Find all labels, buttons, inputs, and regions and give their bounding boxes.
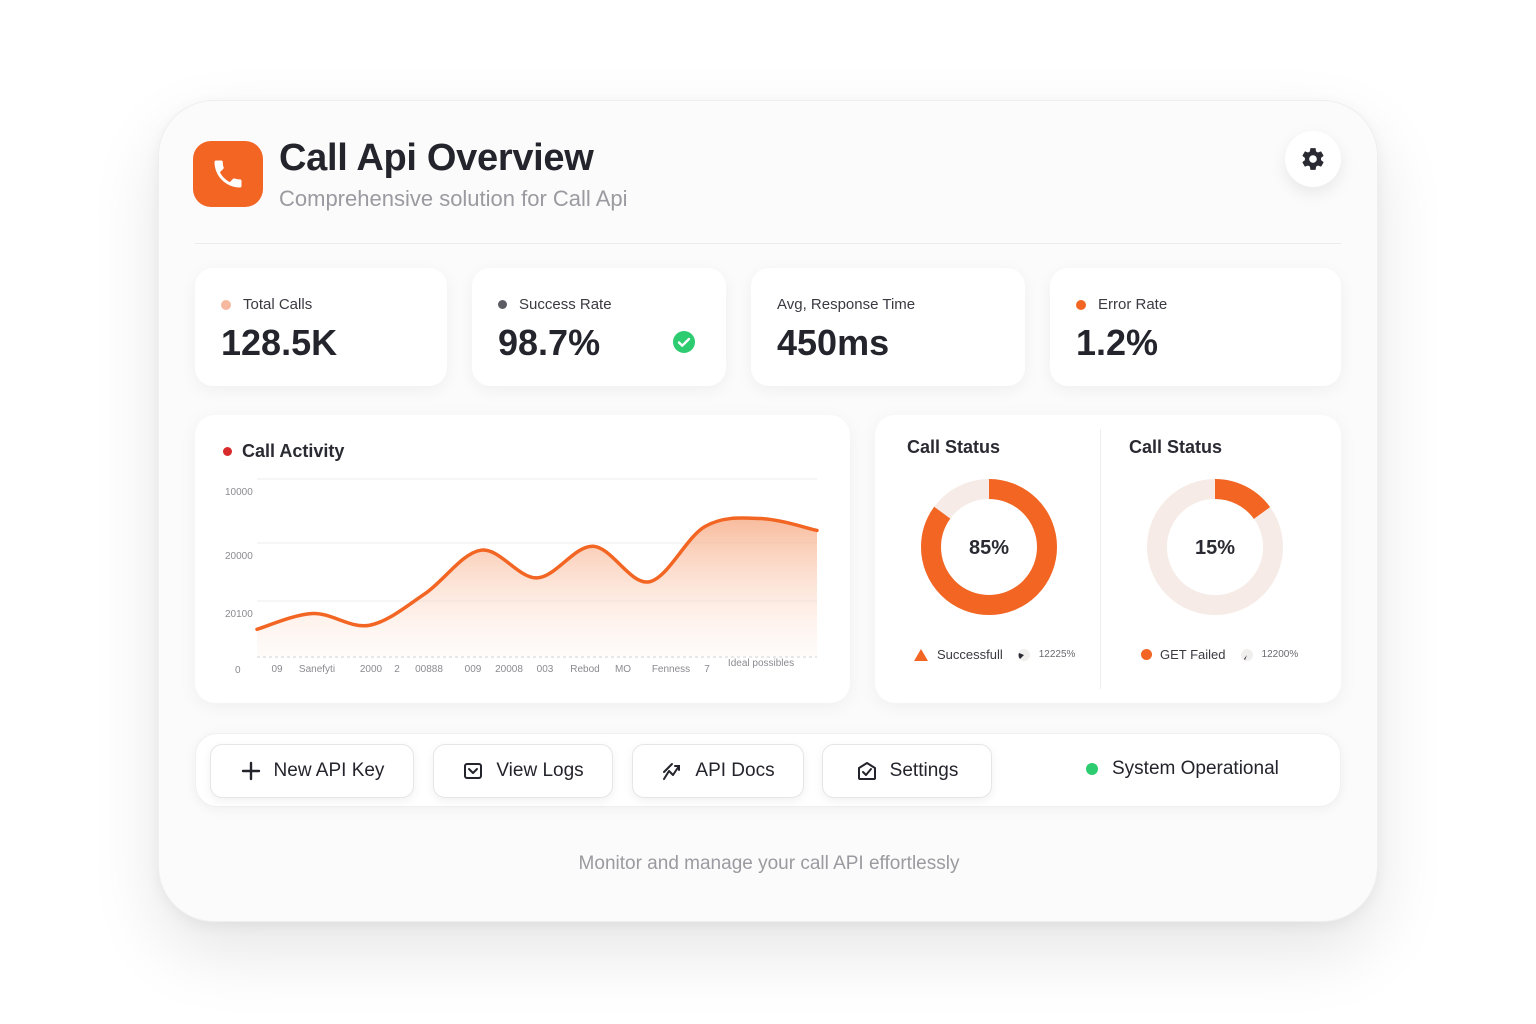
- call-activity-panel: Call Activity 10000 20000 20100 0 09 Sanefyti…: [195, 415, 850, 703]
- stat-label: Error Rate: [1098, 296, 1168, 313]
- x-tick-label: 7: [704, 664, 710, 675]
- phone-icon: [214, 160, 242, 188]
- view-logs-button[interactable]: View Logs: [433, 744, 613, 798]
- status-dot: [1076, 299, 1086, 310]
- x-tick-label: MO: [615, 664, 631, 675]
- header-divider: [195, 243, 1341, 244]
- status-dot: [498, 300, 507, 309]
- stat-card-avg-response-time: Avg, Response Time 450ms: [751, 268, 1025, 386]
- donut-hole: [1167, 499, 1263, 595]
- call-status-panel: Call Status Call Status 85% 15% Successf…: [875, 415, 1341, 703]
- status-dot: [1086, 763, 1098, 775]
- legend-label: GET Failed: [1160, 647, 1226, 662]
- button-label: View Logs: [496, 760, 584, 781]
- actions-bar: New API Key View Logs API Docs Settings …: [195, 733, 1341, 807]
- donut-hole: [941, 499, 1037, 595]
- page-title: Call Api Overview: [279, 137, 594, 179]
- plus-icon: [241, 761, 260, 781]
- x-tick-label: 2: [394, 664, 400, 675]
- status-dot: [1141, 649, 1152, 660]
- dashboard-card: Call Api Overview Comprehensive solution…: [158, 100, 1378, 922]
- system-status: System Operational: [1086, 758, 1279, 780]
- button-label: Settings: [889, 760, 959, 781]
- logs-icon: [464, 763, 483, 779]
- legend-value: 12225%: [1038, 649, 1076, 660]
- x-tick-label: 09: [271, 664, 283, 675]
- y-tick-label: 20000: [225, 551, 253, 562]
- donut-slice: [1147, 479, 1283, 615]
- footer-tagline: Monitor and manage your call API effortl…: [578, 853, 960, 874]
- x-tick-label: Ideal possibles: [728, 658, 794, 669]
- stat-value: 128.5K: [221, 322, 338, 363]
- y-tick-label: 20100: [225, 609, 253, 620]
- api-docs-button[interactable]: API Docs: [632, 744, 804, 798]
- legend-failed: GET Failed 12200%: [1141, 647, 1298, 662]
- activity-line: [255, 516, 819, 632]
- stat-card-total-calls: Total Calls 128.5K: [195, 268, 447, 386]
- docs-icon: [663, 763, 681, 780]
- x-tick-label: 003: [537, 664, 554, 675]
- activity-area: [257, 517, 817, 657]
- app-logo: [193, 141, 263, 207]
- donut-center-label: 15%: [1195, 537, 1235, 559]
- stat-card-error-rate: Error Rate 1.2%: [1050, 268, 1341, 386]
- stat-label: Success Rate: [519, 296, 612, 313]
- legend-success: Successfull 12225%: [913, 647, 1075, 662]
- x-tick-label: Fenness: [652, 664, 690, 675]
- failed-donut-chart: 15%: [1147, 479, 1283, 615]
- status-dot: [221, 299, 231, 310]
- status-label: System Operational: [1112, 758, 1279, 779]
- y-tick-label: 10000: [225, 487, 253, 498]
- stat-label: Total Calls: [243, 296, 313, 313]
- x-tick-label: Sanefyti: [299, 664, 335, 675]
- new-api-key-button[interactable]: New API Key: [210, 744, 414, 798]
- legend-label: Successfull: [937, 647, 1003, 662]
- y-tick-label: 0: [235, 665, 241, 676]
- x-tick-label: 009: [465, 664, 482, 675]
- stat-label: Avg, Response Time: [777, 296, 916, 313]
- button-label: New API Key: [273, 760, 385, 781]
- x-tick-label: 20008: [495, 664, 523, 675]
- settings-box-icon: [857, 762, 876, 780]
- check-circle-icon: [673, 331, 695, 353]
- mini-pie-icon: [1017, 648, 1030, 661]
- panel-title: Call Activity: [242, 441, 345, 461]
- button-label: API Docs: [695, 760, 775, 781]
- settings-button[interactable]: Settings: [822, 744, 992, 798]
- stat-value: 98.7%: [498, 322, 601, 363]
- status-dot: [223, 447, 232, 456]
- warning-icon: [914, 648, 928, 661]
- gear-icon: [1302, 148, 1324, 170]
- legend-value: 12200%: [1261, 649, 1299, 660]
- mini-pie-icon: [1240, 648, 1253, 661]
- x-tick-label: 00888: [415, 664, 443, 675]
- stat-value: 1.2%: [1076, 322, 1159, 363]
- stat-card-success-rate: Success Rate 98.7%: [472, 268, 726, 386]
- donut-center-label: 85%: [969, 537, 1009, 559]
- donut-slice: [921, 479, 1057, 615]
- page-subtitle: Comprehensive solution for Call Api: [279, 186, 628, 211]
- panel-divider: [1100, 429, 1101, 689]
- donut-title: Call Status: [907, 437, 1001, 457]
- x-tick-label: 2000: [360, 664, 383, 675]
- donut-title: Call Status: [1129, 437, 1223, 457]
- stat-value: 450ms: [777, 322, 890, 363]
- x-tick-label: Rebod: [570, 664, 599, 675]
- success-donut-chart: 85%: [921, 479, 1057, 615]
- settings-gear-button[interactable]: [1285, 131, 1341, 187]
